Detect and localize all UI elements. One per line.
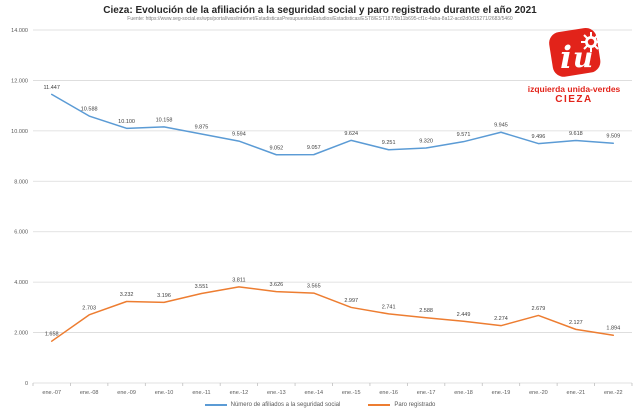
svg-text:ene.-14: ene.-14 [304,390,323,396]
svg-text:ene.-08: ene.-08 [80,390,99,396]
svg-text:2.588: 2.588 [419,308,433,314]
svg-text:2.127: 2.127 [569,320,583,326]
svg-text:1.894: 1.894 [606,326,620,332]
svg-text:2.679: 2.679 [532,306,546,312]
svg-text:9.618: 9.618 [569,131,583,137]
svg-text:ene.-19: ene.-19 [492,390,511,396]
chart-legend: Número de afiliados a la seguridad socia… [0,402,640,408]
svg-text:9.057: 9.057 [307,145,321,151]
gridlines [33,29,632,384]
logo-letter-i: i [560,40,572,76]
svg-text:3.565: 3.565 [307,284,321,290]
svg-text:2.274: 2.274 [494,316,508,322]
legend-label: Número de afiliados a la seguridad socia… [230,402,341,408]
chart-header: Cieza: Evolución de la afiliación a la s… [0,5,640,23]
svg-text:ene.-09: ene.-09 [117,390,136,396]
svg-text:3.232: 3.232 [120,292,134,298]
svg-text:9.052: 9.052 [269,145,283,151]
series-data-labels-1: 1.658 2.703 3.232 3.196 3.551 3.811 3.626 3.565… [45,277,620,337]
svg-text:12.000: 12.000 [11,78,28,84]
svg-text:2.997: 2.997 [344,298,358,304]
svg-text:ene.-07: ene.-07 [42,390,61,396]
svg-text:10.100: 10.100 [118,119,135,125]
svg-text:2.741: 2.741 [382,304,396,310]
svg-text:6.000: 6.000 [14,230,28,236]
logo-letter-u: u [573,41,593,74]
svg-text:ene.-11: ene.-11 [192,390,210,396]
page-title: Cieza: Evolución de la afiliación a la s… [103,5,537,16]
svg-text:9.594: 9.594 [232,132,246,138]
svg-text:9.571: 9.571 [457,132,471,138]
svg-text:10.000: 10.000 [11,129,28,135]
svg-text:2.449: 2.449 [457,312,471,318]
svg-text:4.000: 4.000 [14,280,28,286]
series-data-labels-0: 11.447 10.588 10.100 10.158 9.875 9.594 9.052 9… [44,85,621,151]
legend-item-paro: Paro registrado [368,402,435,408]
svg-text:ene.-21: ene.-21 [567,390,586,396]
svg-text:ene.-10: ene.-10 [155,390,174,396]
legend-item-afiliados: Número de afiliados a la seguridad socia… [204,402,341,408]
svg-text:3.811: 3.811 [232,277,245,283]
svg-text:9.509: 9.509 [606,134,620,140]
iu-logo-icon: i u [549,27,601,77]
svg-text:ene.-20: ene.-20 [529,390,548,396]
svg-text:11.447: 11.447 [44,85,60,91]
svg-text:9.945: 9.945 [494,123,508,129]
svg-text:ene.-16: ene.-16 [379,390,398,396]
svg-text:9.320: 9.320 [419,139,433,145]
org-logo: i u izquierda unida-verdes CIEZA [514,26,634,106]
svg-text:ene.-13: ene.-13 [267,390,286,396]
svg-text:8.000: 8.000 [14,179,28,185]
svg-text:2.000: 2.000 [14,331,28,337]
y-axis-labels: 0 2.000 4.000 6.000 8.000 10.000 12.000 14.000 [11,28,28,387]
legend-label: Paro registrado [394,402,436,408]
svg-text:9.251: 9.251 [382,140,396,146]
svg-text:ene.-22: ene.-22 [604,390,623,396]
x-axis-labels: ene.-07 ene.-08 ene.-09 ene.-10 ene.-11 ene.-… [42,390,622,396]
org-name: izquierda unida-verdes [527,84,621,94]
legend-line-icon [204,404,227,406]
svg-text:1.658: 1.658 [45,332,59,338]
legend-line-icon [368,404,391,406]
svg-text:3.626: 3.626 [269,282,283,288]
svg-text:9.496: 9.496 [532,134,546,140]
svg-text:3.551: 3.551 [195,284,209,290]
svg-text:9.875: 9.875 [195,125,209,131]
svg-text:ene.-15: ene.-15 [342,390,361,396]
svg-text:14.000: 14.000 [11,28,28,34]
svg-text:2.703: 2.703 [82,305,96,311]
series-line-1 [50,286,615,342]
svg-text:ene.-12: ene.-12 [230,390,249,396]
svg-text:ene.-17: ene.-17 [417,390,436,396]
org-city: CIEZA [555,94,593,105]
logo-gear-icon [581,32,601,52]
x-axis-ticks [32,383,633,386]
series-line-0 [50,93,615,156]
svg-text:3.196: 3.196 [157,293,171,299]
svg-text:ene.-18: ene.-18 [454,390,473,396]
svg-text:0: 0 [25,381,28,387]
svg-text:10.588: 10.588 [81,107,98,113]
source-text: Fuente: https://www.seg-social.es/wps/po… [127,16,513,22]
svg-text:9.624: 9.624 [344,131,358,137]
svg-text:10.158: 10.158 [156,117,173,123]
